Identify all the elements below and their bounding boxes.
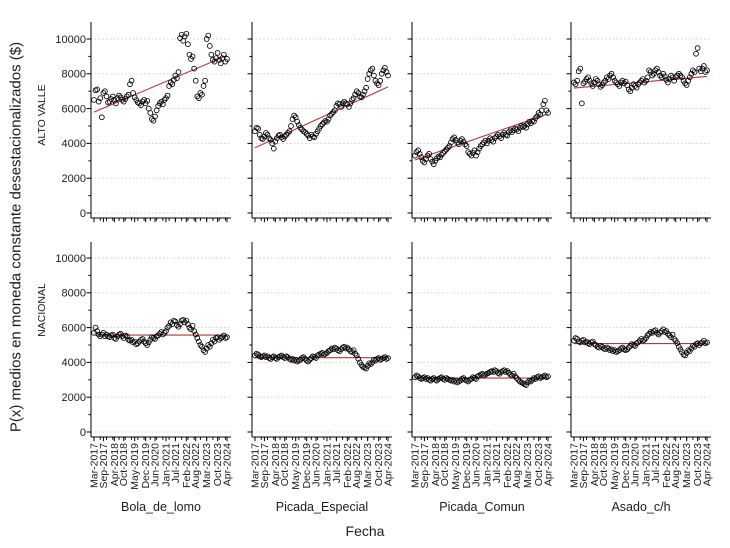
svg-text:10000: 10000 [55, 253, 86, 265]
svg-text:Jul-2021: Jul-2021 [331, 443, 343, 483]
svg-text:Aug-2022: Aug-2022 [190, 443, 202, 489]
column-label-asado-ch: Asado_c/h [611, 500, 671, 514]
svg-text:Sep-2017: Sep-2017 [98, 443, 110, 489]
svg-text:2000: 2000 [62, 392, 86, 404]
svg-text:Oct-2018: Oct-2018 [118, 443, 130, 486]
svg-text:Oct-2023: Oct-2023 [212, 443, 224, 486]
svg-text:Oct-2023: Oct-2023 [692, 443, 704, 486]
y-axis-title: P(x) medios en moneda constante desestac… [7, 41, 25, 433]
svg-text:Mar-2023: Mar-2023 [522, 443, 534, 488]
svg-text:Dec-2019: Dec-2019 [461, 443, 473, 489]
x-axis-title: Fecha [345, 523, 385, 539]
svg-text:0: 0 [80, 208, 86, 220]
svg-text:0: 0 [80, 427, 86, 439]
svg-text:Mar-2023: Mar-2023 [201, 443, 213, 488]
svg-text:Apr-2024: Apr-2024 [383, 443, 395, 486]
svg-text:Feb-2022: Feb-2022 [661, 443, 673, 488]
svg-text:Apr-2024: Apr-2024 [543, 443, 555, 486]
svg-text:Dec-2019: Dec-2019 [140, 443, 152, 489]
svg-text:Apr-2018: Apr-2018 [589, 443, 601, 486]
svg-text:Mar-2017: Mar-2017 [410, 443, 422, 488]
svg-text:6000: 6000 [62, 322, 86, 334]
svg-text:Apr-2018: Apr-2018 [109, 443, 121, 486]
svg-text:May-2019: May-2019 [129, 443, 141, 490]
svg-text:May-2019: May-2019 [450, 443, 462, 490]
svg-text:Oct-2023: Oct-2023 [373, 443, 385, 486]
svg-text:Mar-2017: Mar-2017 [89, 443, 101, 488]
svg-text:Apr-2018: Apr-2018 [270, 443, 282, 486]
svg-text:Apr-2018: Apr-2018 [430, 443, 442, 486]
svg-text:4000: 4000 [62, 138, 86, 150]
svg-text:Jul-2021: Jul-2021 [650, 443, 662, 483]
row-label-alto-valle: ALTO VALLE [36, 84, 48, 146]
svg-text:Mar-2017: Mar-2017 [250, 443, 262, 488]
svg-text:Aug-2022: Aug-2022 [351, 443, 363, 489]
svg-text:Jun-2020: Jun-2020 [311, 443, 323, 487]
svg-text:May-2019: May-2019 [290, 443, 302, 490]
svg-text:Jun-2020: Jun-2020 [630, 443, 642, 487]
svg-text:2000: 2000 [62, 173, 86, 185]
svg-text:Sep-2017: Sep-2017 [259, 443, 271, 489]
svg-text:Oct-2018: Oct-2018 [598, 443, 610, 486]
svg-text:Jul-2021: Jul-2021 [491, 443, 503, 483]
svg-text:Feb-2022: Feb-2022 [181, 443, 193, 488]
column-label-bola-de-lomo: Bola_de_lomo [121, 500, 201, 514]
svg-text:8000: 8000 [62, 288, 86, 300]
svg-text:Feb-2022: Feb-2022 [502, 443, 514, 488]
svg-text:Feb-2022: Feb-2022 [342, 443, 354, 488]
svg-text:Oct-2018: Oct-2018 [279, 443, 291, 486]
svg-text:Jan-2021: Jan-2021 [640, 443, 652, 487]
svg-text:Jul-2021: Jul-2021 [170, 443, 182, 483]
column-label-picada-comun: Picada_Comun [439, 500, 525, 514]
svg-text:Sep-2017: Sep-2017 [578, 443, 590, 489]
svg-text:Apr-2024: Apr-2024 [702, 443, 714, 486]
svg-text:6000: 6000 [62, 103, 86, 115]
svg-text:4000: 4000 [62, 357, 86, 369]
row-label-nacional: NACIONAL [36, 283, 48, 337]
svg-text:Jan-2021: Jan-2021 [160, 443, 172, 487]
svg-text:Aug-2022: Aug-2022 [511, 443, 523, 489]
svg-text:Jan-2021: Jan-2021 [481, 443, 493, 487]
svg-text:Dec-2019: Dec-2019 [301, 443, 313, 489]
svg-text:Mar-2017: Mar-2017 [569, 443, 581, 488]
svg-text:Oct-2023: Oct-2023 [533, 443, 545, 486]
svg-text:Apr-2024: Apr-2024 [222, 443, 234, 486]
svg-text:Sep-2017: Sep-2017 [419, 443, 431, 489]
svg-text:Dec-2019: Dec-2019 [620, 443, 632, 489]
svg-text:Mar-2023: Mar-2023 [681, 443, 693, 488]
svg-text:Jun-2020: Jun-2020 [150, 443, 162, 487]
svg-text:Jun-2020: Jun-2020 [471, 443, 483, 487]
svg-text:10000: 10000 [55, 34, 86, 46]
svg-text:Aug-2022: Aug-2022 [670, 443, 682, 489]
svg-text:Mar-2023: Mar-2023 [362, 443, 374, 488]
svg-text:May-2019: May-2019 [609, 443, 621, 490]
svg-text:Jan-2021: Jan-2021 [321, 443, 333, 487]
svg-text:Oct-2018: Oct-2018 [439, 443, 451, 486]
column-label-picada-especial: Picada_Especial [275, 500, 369, 514]
svg-text:8000: 8000 [62, 69, 86, 81]
